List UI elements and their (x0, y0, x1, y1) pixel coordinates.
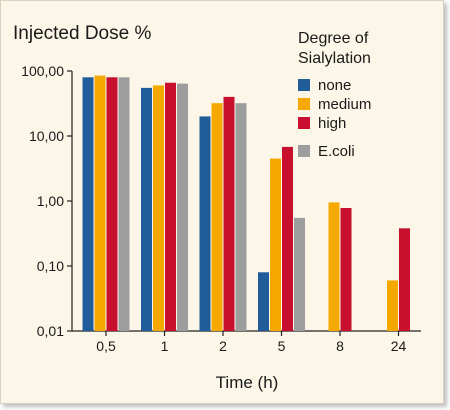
chart-card: Injected Dose % Degree of Sialylation no… (0, 0, 444, 404)
x-axis-label: Time (h) (216, 373, 279, 392)
bar-high-1 (165, 82, 176, 331)
legend-swatch (298, 145, 310, 157)
bar-high-4 (340, 208, 352, 331)
bar-medium-5 (387, 280, 398, 331)
y-tick-label: 100,00 (21, 63, 64, 79)
bar-high-5 (399, 228, 410, 331)
bar-e-coli-3 (294, 217, 305, 331)
bar-medium-4 (328, 202, 340, 331)
bar-medium-0 (94, 75, 106, 331)
x-tick-label: 5 (278, 338, 286, 354)
bar-high-3 (282, 146, 293, 331)
x-tick-label: 2 (219, 338, 227, 354)
legend-title-line-2: Sialylation (298, 50, 371, 67)
legend-swatch (298, 98, 310, 110)
bar-none-2 (199, 116, 211, 332)
y-tick-label: 0,10 (37, 258, 64, 274)
y-tick-label: 1,00 (37, 193, 64, 209)
bar-e-coli-0 (118, 77, 130, 331)
legend-title-line-1: Degree of (298, 30, 369, 47)
bar-high-0 (106, 77, 118, 331)
legend-label: E.coli (318, 143, 355, 160)
bar-none-3 (258, 272, 269, 331)
y-tick-label: 10,00 (29, 128, 64, 144)
bar-none-0 (82, 77, 94, 331)
y-tick-label: 0,01 (37, 323, 64, 339)
x-tick-label: 0,5 (96, 338, 116, 354)
legend-swatch (298, 117, 310, 129)
chart: Injected Dose % Degree of Sialylation no… (13, 23, 421, 392)
legend-label: high (318, 115, 346, 132)
legend: Degree of Sialylation none medium high E.co… (298, 30, 371, 160)
plot-area: 0,01 0,10 1,00 10,00 100,00 0,5 1 2 5 8 24 (21, 63, 421, 354)
legend-swatch (298, 79, 310, 91)
legend-label: medium (318, 96, 371, 113)
chart-title: Injected Dose % (13, 23, 151, 44)
x-tick-label: 1 (161, 338, 169, 354)
bar-medium-3 (270, 158, 281, 331)
bar-e-coli-2 (235, 103, 247, 331)
bar-e-coli-1 (177, 83, 188, 331)
bar-medium-2 (211, 103, 223, 331)
bar-none-1 (141, 87, 152, 331)
bar-medium-1 (153, 85, 164, 331)
legend-label: none (318, 77, 351, 94)
x-tick-label: 24 (391, 338, 407, 354)
bar-high-2 (223, 96, 235, 332)
x-tick-label: 8 (336, 338, 344, 354)
